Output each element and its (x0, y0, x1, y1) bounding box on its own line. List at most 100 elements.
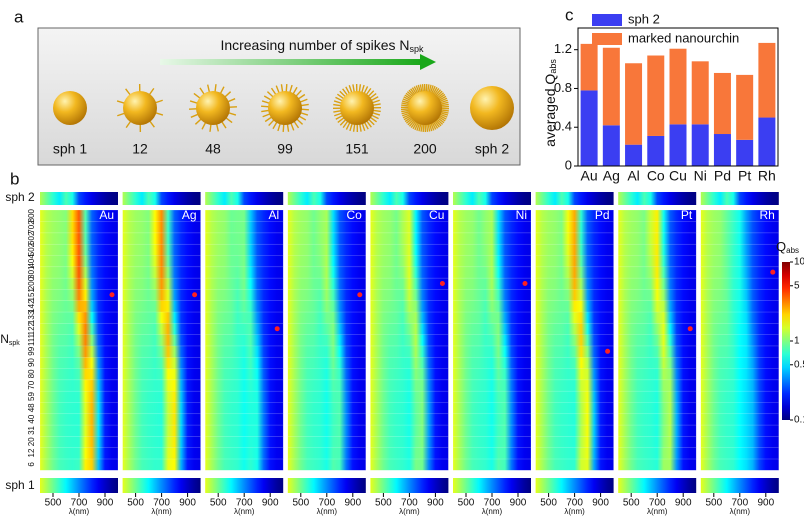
heatmap-row (204, 334, 284, 347)
bar-segment (736, 139, 754, 166)
x-axis-label: λ(nm) (482, 507, 503, 516)
x-axis-label: λ(nm) (399, 507, 420, 516)
heatmap-row (370, 300, 449, 313)
y-tick-label: 0 (565, 157, 572, 172)
heatmap-row (287, 254, 367, 268)
heatmap-row (287, 311, 367, 324)
heatmap-row (617, 390, 697, 403)
marked-star (687, 326, 693, 332)
y-tick-label: 602 (27, 231, 36, 245)
heatmap-row (452, 209, 532, 222)
y-tick-label: 0.4 (554, 119, 572, 134)
heatmap-row (700, 288, 780, 301)
heatmap-row (617, 447, 697, 460)
bar-segment (647, 55, 665, 136)
heatmap-row (39, 401, 119, 415)
legend-swatch (592, 14, 622, 26)
x-tick-label: 700 (153, 498, 170, 509)
heatmap-row (617, 345, 697, 358)
bar-segment (713, 72, 731, 135)
x-tick-label: Au (581, 168, 598, 184)
sphere-strip (618, 478, 697, 493)
heatmap-row (287, 390, 367, 403)
x-tick-label: 500 (540, 498, 557, 509)
heatmap-row (287, 345, 367, 358)
y-axis-label: averaged Qabs (542, 59, 559, 147)
heatmap-row (370, 311, 449, 324)
metal-label: Au (99, 208, 114, 222)
heatmap-row (204, 401, 284, 415)
heatmap-row (617, 311, 697, 324)
heatmap-row (617, 435, 697, 448)
heatmap-row (535, 209, 614, 222)
heatmap-row (452, 379, 532, 392)
heatmap-row (700, 209, 780, 222)
heatmap-row (617, 458, 697, 471)
heatmap-row (204, 277, 284, 290)
marked-star (274, 326, 280, 332)
heatmap-row (39, 390, 119, 403)
heatmap-row (370, 345, 449, 358)
heatmap-row (122, 424, 201, 437)
y-tick-label: 59 (27, 392, 36, 401)
x-tick-label: 900 (97, 498, 114, 509)
arrow-head (420, 54, 436, 70)
bar-segment (691, 61, 709, 125)
heatmap-row (204, 322, 284, 335)
particle-label: 12 (132, 141, 148, 157)
x-tick-label: Pt (738, 168, 751, 184)
heatmap-row (700, 390, 780, 403)
heatmap-row (535, 413, 614, 426)
heatmap-row (39, 413, 119, 426)
heatmap-row (700, 300, 780, 313)
x-tick-label: 700 (318, 498, 335, 509)
heatmap-row (122, 345, 201, 358)
heatmap-row (39, 447, 119, 460)
heatmap-row (700, 413, 780, 426)
y-tick-label: 133 (27, 310, 36, 324)
heatmap-row (370, 401, 449, 415)
heatmap-row (617, 254, 697, 268)
heatmap-row (535, 221, 614, 234)
metal-label: Cu (429, 208, 444, 222)
panel-letter: c (565, 5, 574, 24)
heatmap-row (204, 209, 284, 222)
heatmap-row (700, 334, 780, 347)
heatmap-row (39, 254, 119, 268)
bar-segment (580, 43, 598, 91)
heatmap-row (287, 435, 367, 448)
heatmap-row (535, 379, 614, 392)
particle-label: 99 (277, 141, 293, 157)
x-tick-label: 700 (236, 498, 253, 509)
heatmap-row (204, 254, 284, 268)
heatmap-row (700, 356, 780, 369)
y-tick-label: 0.8 (554, 80, 572, 95)
marked-star (605, 348, 611, 354)
particle (470, 86, 514, 130)
colorbar-tick-label: 5 (794, 280, 800, 291)
heatmap-row (700, 311, 780, 324)
bar-segment (758, 117, 776, 166)
heatmap-row (617, 356, 697, 369)
heatmap-row (452, 435, 532, 448)
metal-label: Pd (595, 208, 610, 222)
heatmap-row (452, 311, 532, 324)
heatmap-row (700, 379, 780, 392)
heatmap-row (204, 288, 284, 301)
heatmap-row (700, 322, 780, 335)
heatmap-row (39, 209, 119, 222)
heatmap-row (452, 266, 532, 279)
x-tick-label: Ag (603, 168, 620, 184)
heatmap-row (39, 300, 119, 313)
bar-segment (669, 124, 687, 166)
heatmap-row (452, 356, 532, 369)
heatmap-row (370, 277, 449, 290)
heatmap-row (287, 401, 367, 415)
x-tick-label: 500 (458, 498, 475, 509)
x-tick-label: 500 (623, 498, 640, 509)
heatmap-row (39, 232, 119, 245)
y-axis-label-sub: spk (9, 340, 20, 347)
x-tick-label: 500 (45, 498, 62, 509)
heatmap-row (39, 368, 119, 381)
y-tick-label: 99 (27, 346, 36, 355)
